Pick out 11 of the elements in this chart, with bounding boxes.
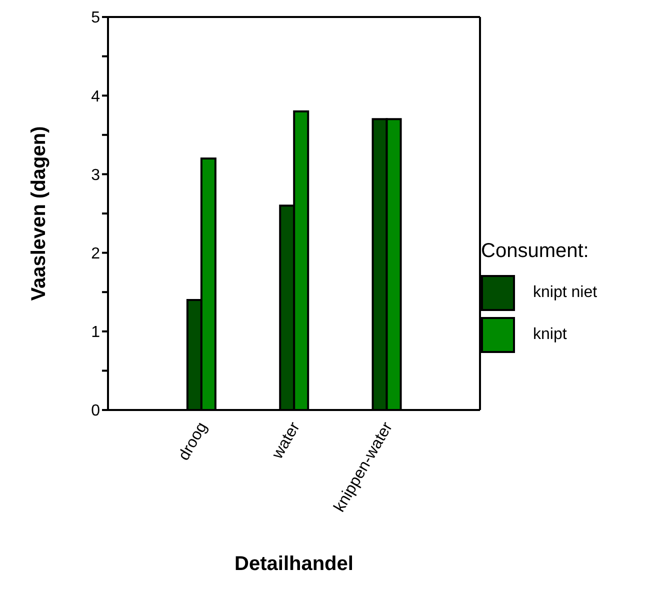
y-tick-label: 5 <box>91 10 100 27</box>
y-tick-label: 3 <box>91 166 100 184</box>
legend-label: knipt niet <box>533 284 598 302</box>
y-axis-title: Vaasleven (dagen) <box>28 126 50 301</box>
y-tick-label: 2 <box>91 245 100 262</box>
x-axis-title: Detailhandel <box>234 553 354 575</box>
y-tick-label: 1 <box>91 324 100 342</box>
y-tick-label: 0 <box>91 402 100 420</box>
legend-label: knipt <box>533 326 567 344</box>
legend-title: Consument: <box>481 240 590 262</box>
y-tick-label: 4 <box>91 88 100 106</box>
